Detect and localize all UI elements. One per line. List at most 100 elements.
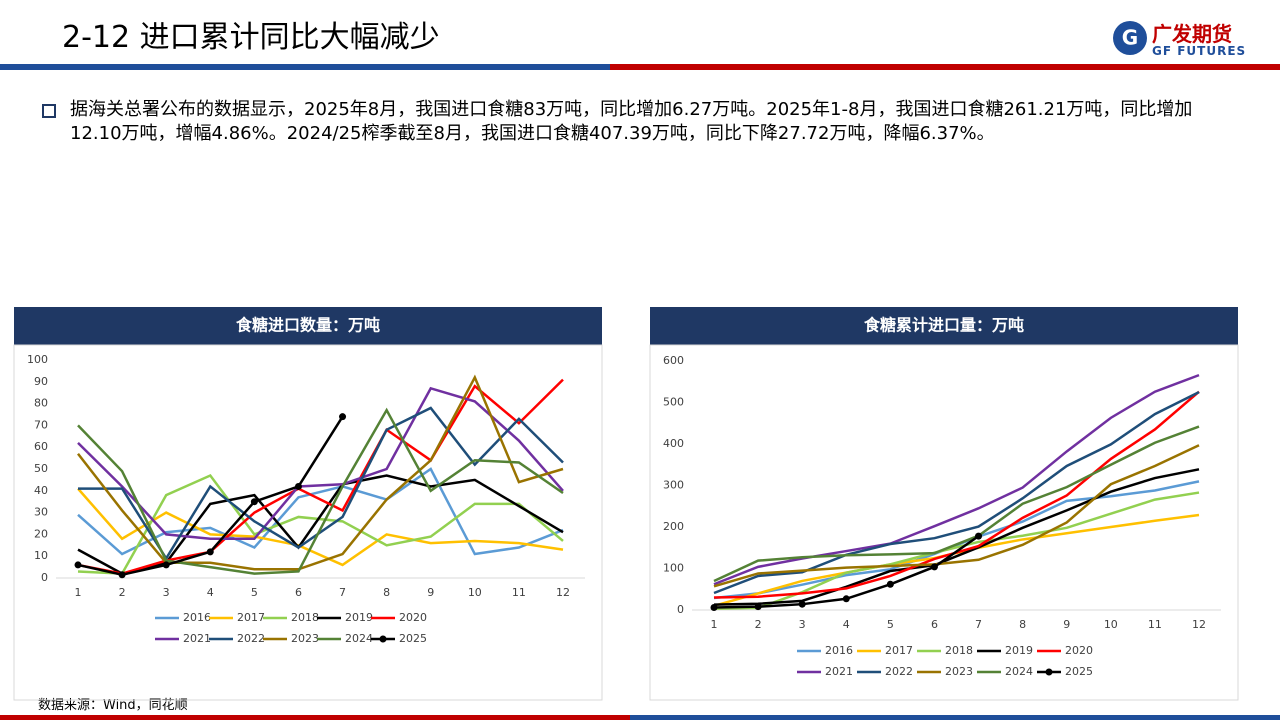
legend-label: 2023 [291,632,319,645]
point [74,561,82,569]
legend-label: 2024 [1005,665,1033,678]
x-tick-label: 7 [339,586,346,599]
x-tick-label: 12 [1192,618,1206,631]
chart-header [14,307,602,345]
point [339,413,347,421]
legend-label: 2025 [399,632,427,645]
series-line [713,480,1200,600]
source-note: 数据来源：Wind，同花顺 [38,698,188,713]
bottom-stripe-red [0,715,630,720]
y-tick-label: 100 [27,353,48,366]
point [250,498,258,506]
series-line [77,467,564,556]
y-tick-label: 400 [663,437,684,450]
x-tick-label: 12 [556,586,570,599]
x-tick-label: 6 [931,618,938,631]
series-line [713,444,1200,588]
y-tick-label: 20 [34,527,48,540]
x-tick-label: 1 [75,586,82,599]
legend-label: 2020 [1065,644,1093,657]
legend-label: 2019 [345,611,373,624]
series-line [77,474,564,575]
legend-label: 2016 [825,644,853,657]
point [842,595,850,603]
series-line [713,425,1200,583]
series-line [77,386,564,541]
legend-label: 2019 [1005,644,1033,657]
y-tick-label: 600 [663,354,684,367]
point [754,603,762,611]
point [975,532,983,540]
y-tick-label: 30 [34,506,48,519]
series-line [713,391,1200,595]
x-tick-label: 10 [1104,618,1118,631]
x-tick-label: 1 [711,618,718,631]
slide-title: 2-12 进口累计同比大幅减少 [62,20,440,55]
legend-label: 2025 [1065,665,1093,678]
y-tick-label: 60 [34,440,48,453]
x-tick-label: 6 [295,586,302,599]
point [886,580,894,588]
y-tick-label: 100 [663,562,684,575]
y-tick-label: 200 [663,520,684,533]
x-tick-label: 11 [512,586,526,599]
point [798,600,806,608]
x-tick-label: 2 [755,618,762,631]
y-tick-label: 300 [663,479,684,492]
y-tick-label: 90 [34,375,48,388]
series-line [713,373,1200,586]
y-tick-label: 50 [34,462,48,475]
y-tick-label: 80 [34,397,48,410]
legend-marker [379,635,387,643]
legend-label: 2021 [825,665,853,678]
bottom-stripe-blue [630,715,1280,720]
point [118,571,126,579]
series-line [713,468,1200,606]
logo-cn: 广发期货 [1152,22,1232,46]
legend-label: 2017 [237,611,265,624]
y-tick-label: 500 [663,396,684,409]
x-tick-label: 5 [251,586,258,599]
point [710,604,718,612]
x-tick-label: 2 [119,586,126,599]
x-tick-label: 11 [1148,618,1162,631]
legend-label: 2022 [237,632,265,645]
legend-label: 2022 [885,665,913,678]
y-tick-label: 40 [34,484,48,497]
legend-marker [1045,668,1053,676]
x-tick-label: 10 [468,586,482,599]
series-line [77,374,564,571]
logo-icon [1113,21,1147,55]
legend-label: 2023 [945,665,973,678]
top-stripe-red [610,64,1280,70]
legend-label: 2018 [945,644,973,657]
x-tick-label: 5 [887,618,894,631]
y-tick-label: 0 [41,571,48,584]
point [294,482,302,490]
legend-label: 2021 [183,632,211,645]
legend-label: 2016 [183,611,211,624]
series-line [77,407,564,575]
x-tick-label: 9 [1063,618,1070,631]
legend-label: 2020 [399,611,427,624]
bullet-mark [42,104,56,118]
y-tick-label: 0 [677,603,684,616]
chart-title: 食糖进口数量：万吨 [235,316,380,335]
chart-title: 食糖累计进口量：万吨 [863,316,1024,335]
logo-en: GF FUTURES [1152,44,1247,58]
x-tick-label: 7 [975,618,982,631]
plot-border [13,344,603,701]
top-stripe-blue [0,64,610,70]
legend-label: 2018 [291,611,319,624]
x-tick-label: 9 [427,586,434,599]
bullet-text: 据海关总署公布的数据显示，2025年8月，我国进口食糖83万吨，同比增加6.27… [70,99,1193,144]
plot-border [649,344,1239,701]
series-line [77,473,564,575]
chart-header [650,307,1238,345]
point [930,563,938,571]
x-tick-label: 4 [207,586,214,599]
series-line [78,406,564,561]
point [162,561,170,569]
